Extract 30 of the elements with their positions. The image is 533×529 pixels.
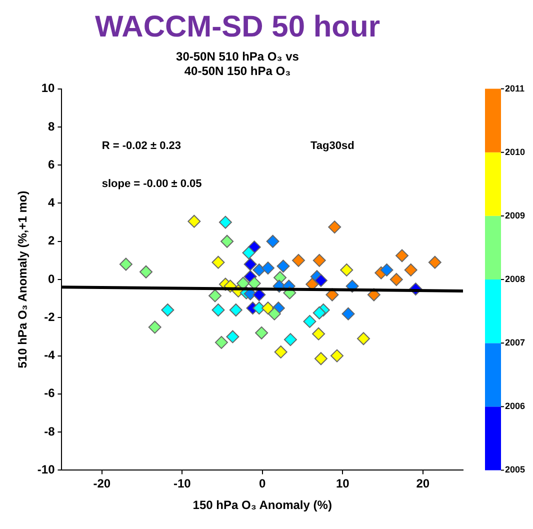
color-bar-label: 2007 — [505, 338, 526, 348]
y-tick-label: 8 — [48, 119, 56, 134]
y-tick-label: -4 — [44, 348, 56, 362]
chart-title: WACCM-SD 50 hour — [95, 10, 380, 44]
y-tick-label: 10 — [41, 81, 56, 96]
y-tick-label: -8 — [44, 424, 56, 438]
annotation: Tag30sd — [310, 140, 354, 152]
y-tick-label: -10 — [37, 462, 56, 477]
x-tick-label: -20 — [93, 476, 111, 491]
color-bar-label: 2008 — [505, 274, 526, 284]
annotation: slope = -0.00 ± 0.05 — [102, 178, 202, 190]
color-bar-label: 2006 — [505, 401, 526, 412]
y-tick-label: -2 — [44, 310, 56, 324]
color-bar-label: 2011 — [505, 83, 525, 94]
y-tick-label: 0 — [48, 272, 56, 286]
x-tick-label: 20 — [416, 476, 430, 491]
y-tick-label: 4 — [48, 196, 56, 210]
y-tick-label: 6 — [48, 157, 56, 172]
x-tick-label: 0 — [259, 476, 266, 491]
x-axis-title: 150 hPa O₃ Anomaly (%) — [192, 498, 332, 512]
color-bar-label: 2005 — [505, 464, 526, 475]
color-bar-label: 2009 — [505, 210, 526, 220]
annotation: R = -0.02 ± 0.23 — [102, 140, 181, 152]
y-tick-label: 2 — [48, 234, 56, 248]
y-axis-title: 510 hPa O₃ Anomaly (%,+1 mo) — [16, 190, 30, 368]
chart-subtitle: 30-50N 510 hPa O₃ vs 40-50N 150 hPa O₃ — [176, 50, 300, 78]
x-tick-label: 10 — [336, 476, 350, 491]
y-tick-label: -6 — [44, 386, 56, 400]
color-bar-label: 2010 — [505, 146, 526, 157]
x-tick-label: -10 — [173, 476, 192, 491]
